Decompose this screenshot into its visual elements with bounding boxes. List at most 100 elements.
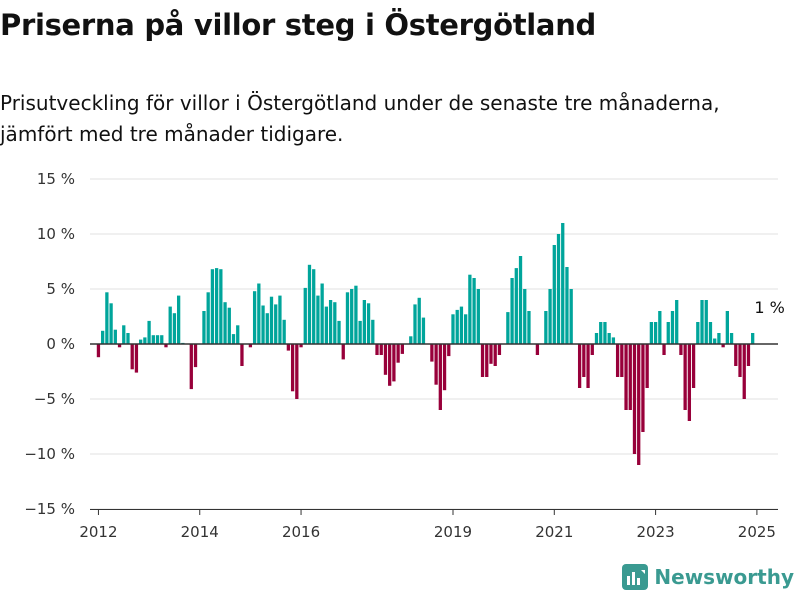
bar <box>117 344 122 348</box>
x-tick-label: 2016 <box>282 523 320 541</box>
bar <box>126 333 130 344</box>
bar <box>476 289 480 344</box>
bar <box>518 256 523 344</box>
bar <box>464 314 468 344</box>
bar <box>734 344 738 366</box>
bar <box>265 313 269 344</box>
bar <box>725 311 729 344</box>
bar <box>544 311 548 344</box>
bar <box>510 278 514 344</box>
x-tick-label: 2025 <box>738 523 776 541</box>
bar <box>430 344 434 362</box>
bar <box>299 344 303 348</box>
bar <box>274 304 278 344</box>
bar <box>210 269 215 344</box>
bar <box>603 322 607 344</box>
bar <box>628 344 632 410</box>
bar <box>683 344 687 410</box>
bar <box>687 344 692 421</box>
bar <box>738 344 742 377</box>
bar <box>328 300 333 344</box>
bar <box>582 344 586 377</box>
x-tick-label: 2021 <box>535 523 573 541</box>
bar <box>645 344 649 388</box>
bar <box>620 344 624 377</box>
bar <box>286 344 291 351</box>
bar <box>295 344 299 399</box>
bar <box>594 333 599 344</box>
bar <box>497 344 502 355</box>
bar <box>556 234 561 344</box>
bar <box>341 344 345 360</box>
bar <box>139 339 143 344</box>
bar <box>641 344 645 432</box>
bar <box>455 309 459 344</box>
bar <box>442 344 447 391</box>
bar <box>101 330 105 344</box>
bar <box>649 322 654 344</box>
bar <box>189 344 193 390</box>
bar <box>388 344 392 386</box>
bar <box>485 344 489 377</box>
bar <box>489 344 493 364</box>
bar <box>202 311 206 344</box>
bar <box>590 344 594 355</box>
bar <box>214 268 219 344</box>
bar <box>252 291 257 344</box>
bar <box>130 344 134 370</box>
bar <box>607 333 611 344</box>
bar <box>345 292 350 344</box>
bar <box>400 344 404 354</box>
bar <box>632 344 637 454</box>
bar <box>569 289 573 344</box>
bar <box>434 344 438 385</box>
bar <box>371 319 375 344</box>
bar <box>691 344 696 388</box>
bar <box>599 322 603 344</box>
bar <box>350 289 354 344</box>
bar <box>577 344 582 388</box>
bar <box>506 312 510 344</box>
bar <box>523 289 527 344</box>
bar <box>257 283 261 344</box>
bar <box>324 306 329 344</box>
bar <box>193 344 198 368</box>
bar <box>421 317 426 344</box>
bar <box>746 344 751 366</box>
bar <box>447 344 451 357</box>
bar <box>282 319 286 344</box>
y-tick-label: 15 % <box>37 170 75 188</box>
bar <box>164 344 168 348</box>
bar <box>236 325 240 344</box>
bar <box>312 269 316 344</box>
bar <box>413 304 417 344</box>
bar <box>409 336 413 344</box>
y-tick-label: 0 % <box>46 335 75 353</box>
bar <box>143 337 147 344</box>
bar <box>96 344 101 358</box>
bar <box>375 344 379 355</box>
y-tick-label: 5 % <box>46 280 75 298</box>
bar <box>396 344 400 363</box>
bar <box>307 264 312 344</box>
newsworthy-logo: Newsworthy <box>622 562 794 592</box>
bar <box>105 292 109 344</box>
bar <box>366 303 371 344</box>
bar <box>493 344 497 366</box>
bar <box>176 295 181 344</box>
bar <box>637 344 641 465</box>
y-tick-label: −10 % <box>24 445 75 463</box>
bar <box>337 320 341 344</box>
bar <box>721 344 725 348</box>
bar <box>122 325 126 344</box>
bar <box>708 322 713 344</box>
bar <box>383 344 388 375</box>
bar <box>658 311 662 344</box>
bar <box>147 320 151 344</box>
bar <box>675 300 679 344</box>
bar <box>316 295 320 344</box>
bar <box>472 278 476 344</box>
bar <box>358 320 362 344</box>
bar <box>438 344 442 410</box>
chart-subtitle: Prisutveckling för villor i Östergötland… <box>0 91 720 146</box>
